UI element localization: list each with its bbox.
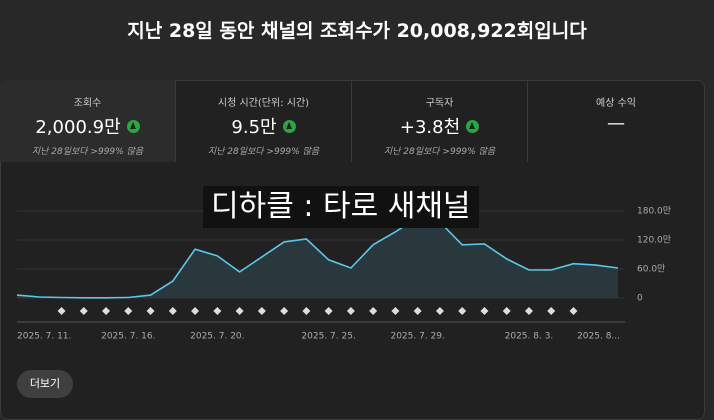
video-icon xyxy=(168,307,177,315)
video-icon xyxy=(213,307,222,315)
video-icon xyxy=(302,307,311,315)
x-tick-label: 2025. 7. 25. xyxy=(301,332,355,342)
metric-number: +3.8천 xyxy=(399,117,461,138)
video-icon xyxy=(502,307,511,315)
y-tick-label: 0 xyxy=(637,294,643,304)
x-tick-label: 2025. 7. 29. xyxy=(390,332,444,342)
metric-note: 지난 28일보다 >999% 많음 xyxy=(207,147,320,157)
line xyxy=(16,216,619,299)
metric-value: 2,000.9만 xyxy=(0,113,175,139)
video-icon xyxy=(435,307,444,315)
area xyxy=(17,217,618,298)
x-tick-label: 2025. 7. 11. xyxy=(17,332,71,342)
page-title: 지난 28일 동안 채널의 조회수가 20,008,922회입니다 xyxy=(127,20,587,42)
metric-note: 지난 28일보다 >999% 많음 xyxy=(383,147,496,157)
video-icon xyxy=(280,307,289,315)
video-icon xyxy=(458,307,467,315)
video-icon xyxy=(324,307,333,315)
y-tick-label: 120.0만 xyxy=(637,235,671,246)
metric-label: 구독자 xyxy=(425,98,454,109)
metric-label: 예상 수익 xyxy=(596,98,636,109)
x-tick-label: 2025. 7. 16. xyxy=(101,332,155,342)
video-icon xyxy=(191,307,200,315)
video-icon xyxy=(79,307,88,315)
video-icon xyxy=(413,307,422,315)
metric-label: 조회수 xyxy=(73,98,102,109)
video-icon xyxy=(524,307,533,315)
video-icon xyxy=(547,307,556,315)
video-icon xyxy=(480,307,489,315)
metric-value: +3.8천 xyxy=(352,113,527,139)
video-icon xyxy=(124,307,133,315)
metric-value: 9.5만 xyxy=(176,113,351,139)
video-icon xyxy=(391,307,400,315)
y-tick-label: 60.0만 xyxy=(637,264,665,275)
metric-note: 지난 28일보다 >999% 많음 xyxy=(31,147,144,157)
metric-number: — xyxy=(607,113,625,134)
up-icon xyxy=(282,119,296,133)
up-icon xyxy=(126,119,140,133)
metric-number: 2,000.9만 xyxy=(35,117,121,138)
metric-card[interactable]: 예상 수익 — xyxy=(528,80,704,162)
more-button[interactable]: 더보기 xyxy=(17,370,73,398)
video-icon xyxy=(57,307,66,315)
video-icon xyxy=(102,307,111,315)
video-icon xyxy=(257,307,266,315)
x-tick-label: 2025. 7. 20. xyxy=(190,332,244,342)
metric-label: 시청 시간(단위: 시간) xyxy=(217,98,310,109)
video-icon xyxy=(569,307,578,315)
metric-value: — xyxy=(528,113,704,134)
x-tick-label: 2025. 8. 3. xyxy=(505,332,554,342)
video-icon xyxy=(235,307,244,315)
up-icon xyxy=(466,119,480,133)
metric-number: 9.5만 xyxy=(231,117,277,138)
video-icon xyxy=(369,307,378,315)
x-tick-label: 2025. 8... xyxy=(577,332,620,342)
video-icon xyxy=(146,307,155,315)
y-tick-label: 180.0만 xyxy=(637,206,671,217)
video-icon xyxy=(346,307,355,315)
overlay-caption: 디하클 : 타로 새채널 xyxy=(203,186,479,228)
